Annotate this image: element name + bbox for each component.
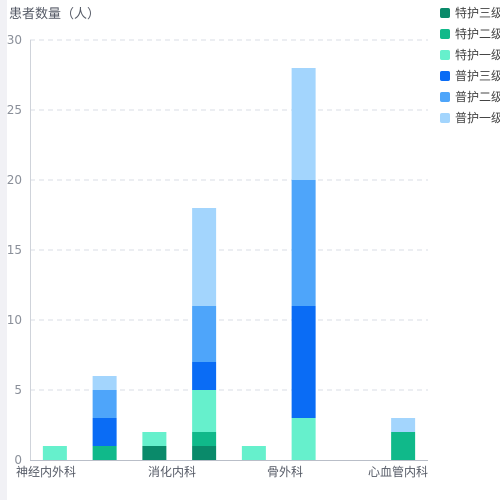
y-tick-label: 20 <box>7 173 22 187</box>
legend-swatch <box>440 70 450 81</box>
y-axis-title: 患者数量（人） <box>9 7 101 22</box>
bar-segment[interactable] <box>92 446 117 460</box>
chart-legend: 特护三级特护二级特护一级普护三级普护二级普护一级 <box>440 2 500 128</box>
legend-item[interactable]: 特护一级 <box>440 44 500 65</box>
y-tick-label: 5 <box>14 383 22 397</box>
legend-label: 普护一级 <box>455 111 500 125</box>
legend-item[interactable]: 普护一级 <box>440 107 500 128</box>
legend-swatch <box>440 91 450 102</box>
legend-label: 特护一级 <box>455 48 500 62</box>
bar-segment[interactable] <box>291 418 316 460</box>
bar-segment[interactable] <box>391 432 416 460</box>
legend-label: 特护三级 <box>455 6 500 20</box>
x-tick-label: 骨外科 <box>267 465 303 479</box>
x-tick-label: 神经内外科 <box>16 465 76 479</box>
legend-item[interactable]: 普护二级 <box>440 86 500 107</box>
y-tick-label: 25 <box>7 103 22 117</box>
legend-swatch <box>440 28 450 39</box>
legend-item[interactable]: 普护三级 <box>440 65 500 86</box>
bar-segment[interactable] <box>391 418 416 432</box>
bar-segment[interactable] <box>92 418 117 446</box>
bar-segment[interactable] <box>241 446 266 460</box>
legend-swatch <box>440 7 450 18</box>
bar-segment[interactable] <box>291 180 316 306</box>
bar-segment[interactable] <box>192 306 217 362</box>
bar-segment[interactable] <box>92 390 117 418</box>
legend-label: 普护二级 <box>455 90 500 104</box>
left-edge-strip <box>0 0 7 500</box>
y-tick-label: 10 <box>7 313 22 327</box>
legend-swatch <box>440 112 450 123</box>
bar-segment[interactable] <box>192 208 217 306</box>
bar-segment[interactable] <box>192 446 217 460</box>
bar-segment[interactable] <box>291 306 316 418</box>
x-tick-label: 消化内科 <box>148 465 196 479</box>
y-tick-label: 0 <box>14 453 22 467</box>
bar-segment[interactable] <box>192 362 217 390</box>
legend-item[interactable]: 特护二级 <box>440 23 500 44</box>
bar-segment[interactable] <box>142 446 167 460</box>
bar-segment[interactable] <box>142 432 167 446</box>
bar-segment[interactable] <box>192 390 217 432</box>
y-tick-label: 30 <box>7 33 22 47</box>
bar-segment[interactable] <box>192 432 217 446</box>
y-tick-label: 15 <box>7 243 22 257</box>
legend-item[interactable]: 特护三级 <box>440 2 500 23</box>
legend-label: 特护二级 <box>455 27 500 41</box>
bar-segment[interactable] <box>291 68 316 180</box>
bar-segment[interactable] <box>92 376 117 390</box>
x-tick-label: 心血管内科 <box>368 464 428 479</box>
legend-swatch <box>440 49 450 60</box>
bar-segment[interactable] <box>42 446 67 460</box>
legend-label: 普护三级 <box>455 69 500 83</box>
